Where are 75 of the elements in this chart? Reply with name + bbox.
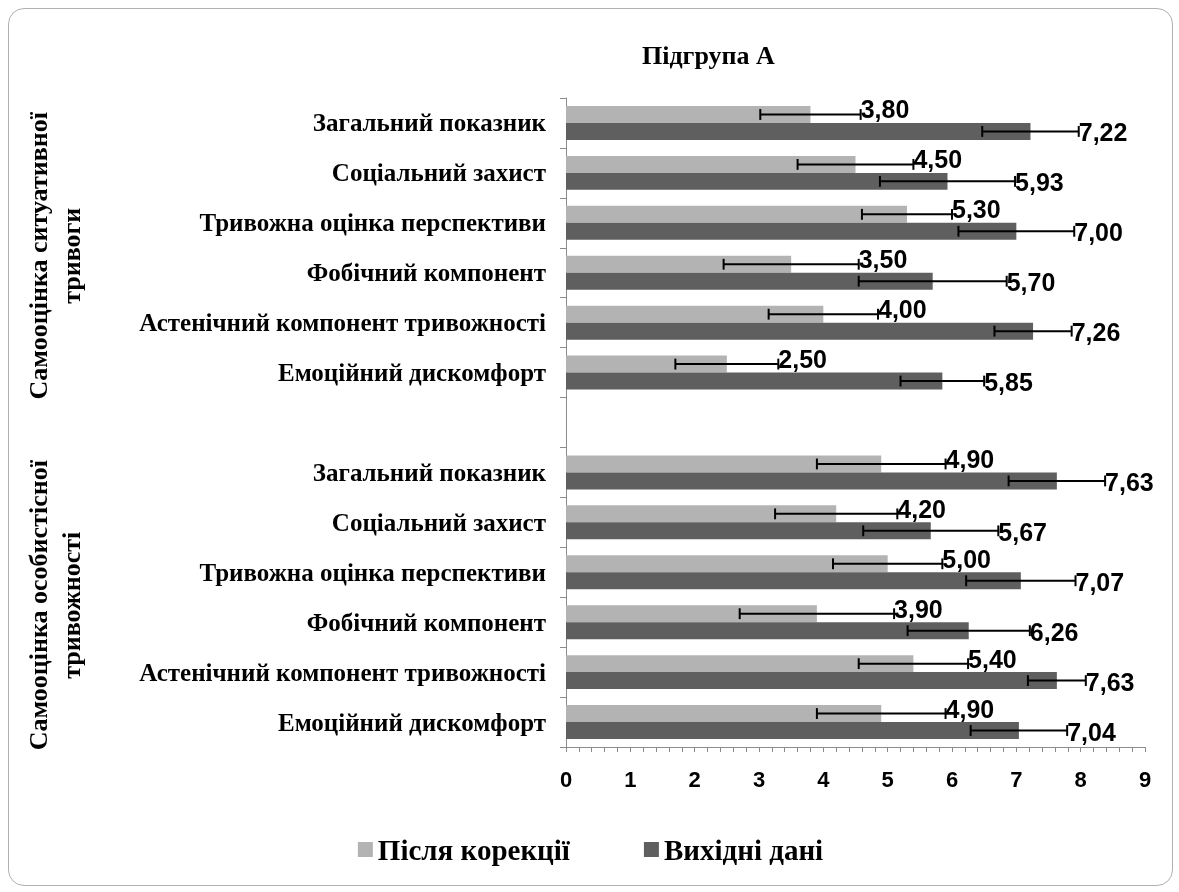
x-tick-label: 1 (624, 766, 637, 792)
y-tick-label: Загальний показник (312, 109, 547, 137)
bar (566, 705, 882, 723)
data-label: 4,00 (878, 295, 927, 324)
bar (566, 205, 907, 223)
data-label: 5,67 (998, 517, 1047, 546)
y-tick-label: Астенічний компонент тривожності (139, 658, 547, 686)
y-tick-label: Емоційний дискомфорт (277, 359, 546, 387)
data-label: 3,80 (860, 95, 910, 124)
text: Самооцінка особистісної тривожності (24, 459, 86, 751)
data-label: 7,04 (1067, 717, 1116, 746)
bar (566, 472, 1057, 490)
data-label: 7,22 (1078, 118, 1128, 147)
data-label: 4,20 (897, 494, 946, 523)
data-label: 4,50 (913, 145, 963, 174)
y-tick-label: Тривожна оцінка перспективи (199, 209, 546, 237)
bar (566, 655, 914, 673)
data-label: 3,90 (894, 594, 943, 623)
x-tick-label: 8 (1074, 766, 1087, 792)
bar (566, 272, 933, 290)
y-tick-label: Фобічний компонент (306, 608, 546, 636)
bar (566, 122, 1031, 140)
x-tick-label: 3 (752, 766, 766, 792)
bar (566, 372, 943, 390)
x-tick-label: 2 (688, 766, 701, 792)
bar (566, 572, 1021, 590)
chart-title: Підгрупа А (642, 40, 775, 70)
data-label: 2,50 (778, 345, 827, 374)
data-label: 4,90 (945, 694, 995, 723)
bar (566, 305, 824, 323)
bar (566, 105, 811, 123)
y-tick-label: Фобічний компонент (306, 259, 546, 287)
bar (566, 722, 1019, 740)
bar (566, 522, 931, 540)
bar (566, 155, 856, 173)
data-label: 6,26 (1029, 617, 1079, 646)
y-tick-label: Соціальний захист (331, 159, 546, 187)
data-label: 5,70 (1006, 268, 1056, 297)
data-label: 7,26 (1071, 318, 1121, 347)
data-label: 5,93 (1015, 168, 1064, 197)
data-label: 5,85 (984, 368, 1033, 397)
bar (566, 455, 882, 473)
x-tick-label: 5 (881, 766, 894, 792)
data-label: 7,63 (1105, 467, 1154, 496)
legend-label: Після корекції (377, 833, 571, 866)
y-tick-label: Емоційний дискомфорт (277, 708, 546, 736)
y-tick-label: Загальний показник (312, 458, 547, 486)
data-label: 5,40 (968, 644, 1017, 673)
x-tick-label: 4 (817, 766, 831, 792)
data-label: 7,07 (1075, 567, 1125, 596)
bar (566, 505, 837, 523)
bar (566, 255, 792, 273)
data-label: 7,00 (1074, 218, 1123, 247)
legend-label: Вихідні дані (663, 833, 824, 866)
bar (566, 605, 817, 623)
x-tick-label: 7 (1010, 766, 1023, 792)
data-label: 5,30 (952, 195, 1001, 224)
y-tick-label: Соціальний захист (331, 508, 546, 536)
bar (566, 222, 1017, 240)
bar (566, 555, 888, 573)
bar (566, 622, 969, 640)
data-label: 3,50 (858, 245, 908, 274)
bar (566, 322, 1034, 340)
y-tick-label: Тривожна оцінка перспективи (199, 558, 546, 586)
text: Самооцінка ситуативної тривоги (24, 111, 86, 400)
data-label: 4,90 (945, 444, 995, 473)
bar (566, 355, 727, 373)
bar (566, 172, 948, 190)
y-tick-label: Астенічний компонент тривожності (139, 309, 547, 337)
data-label: 5,00 (942, 544, 992, 573)
x-tick-label: 6 (945, 766, 959, 792)
x-tick-label: 0 (559, 766, 573, 792)
bar (566, 672, 1057, 690)
data-label: 7,63 (1085, 667, 1135, 696)
x-tick-label: 9 (1138, 766, 1152, 792)
